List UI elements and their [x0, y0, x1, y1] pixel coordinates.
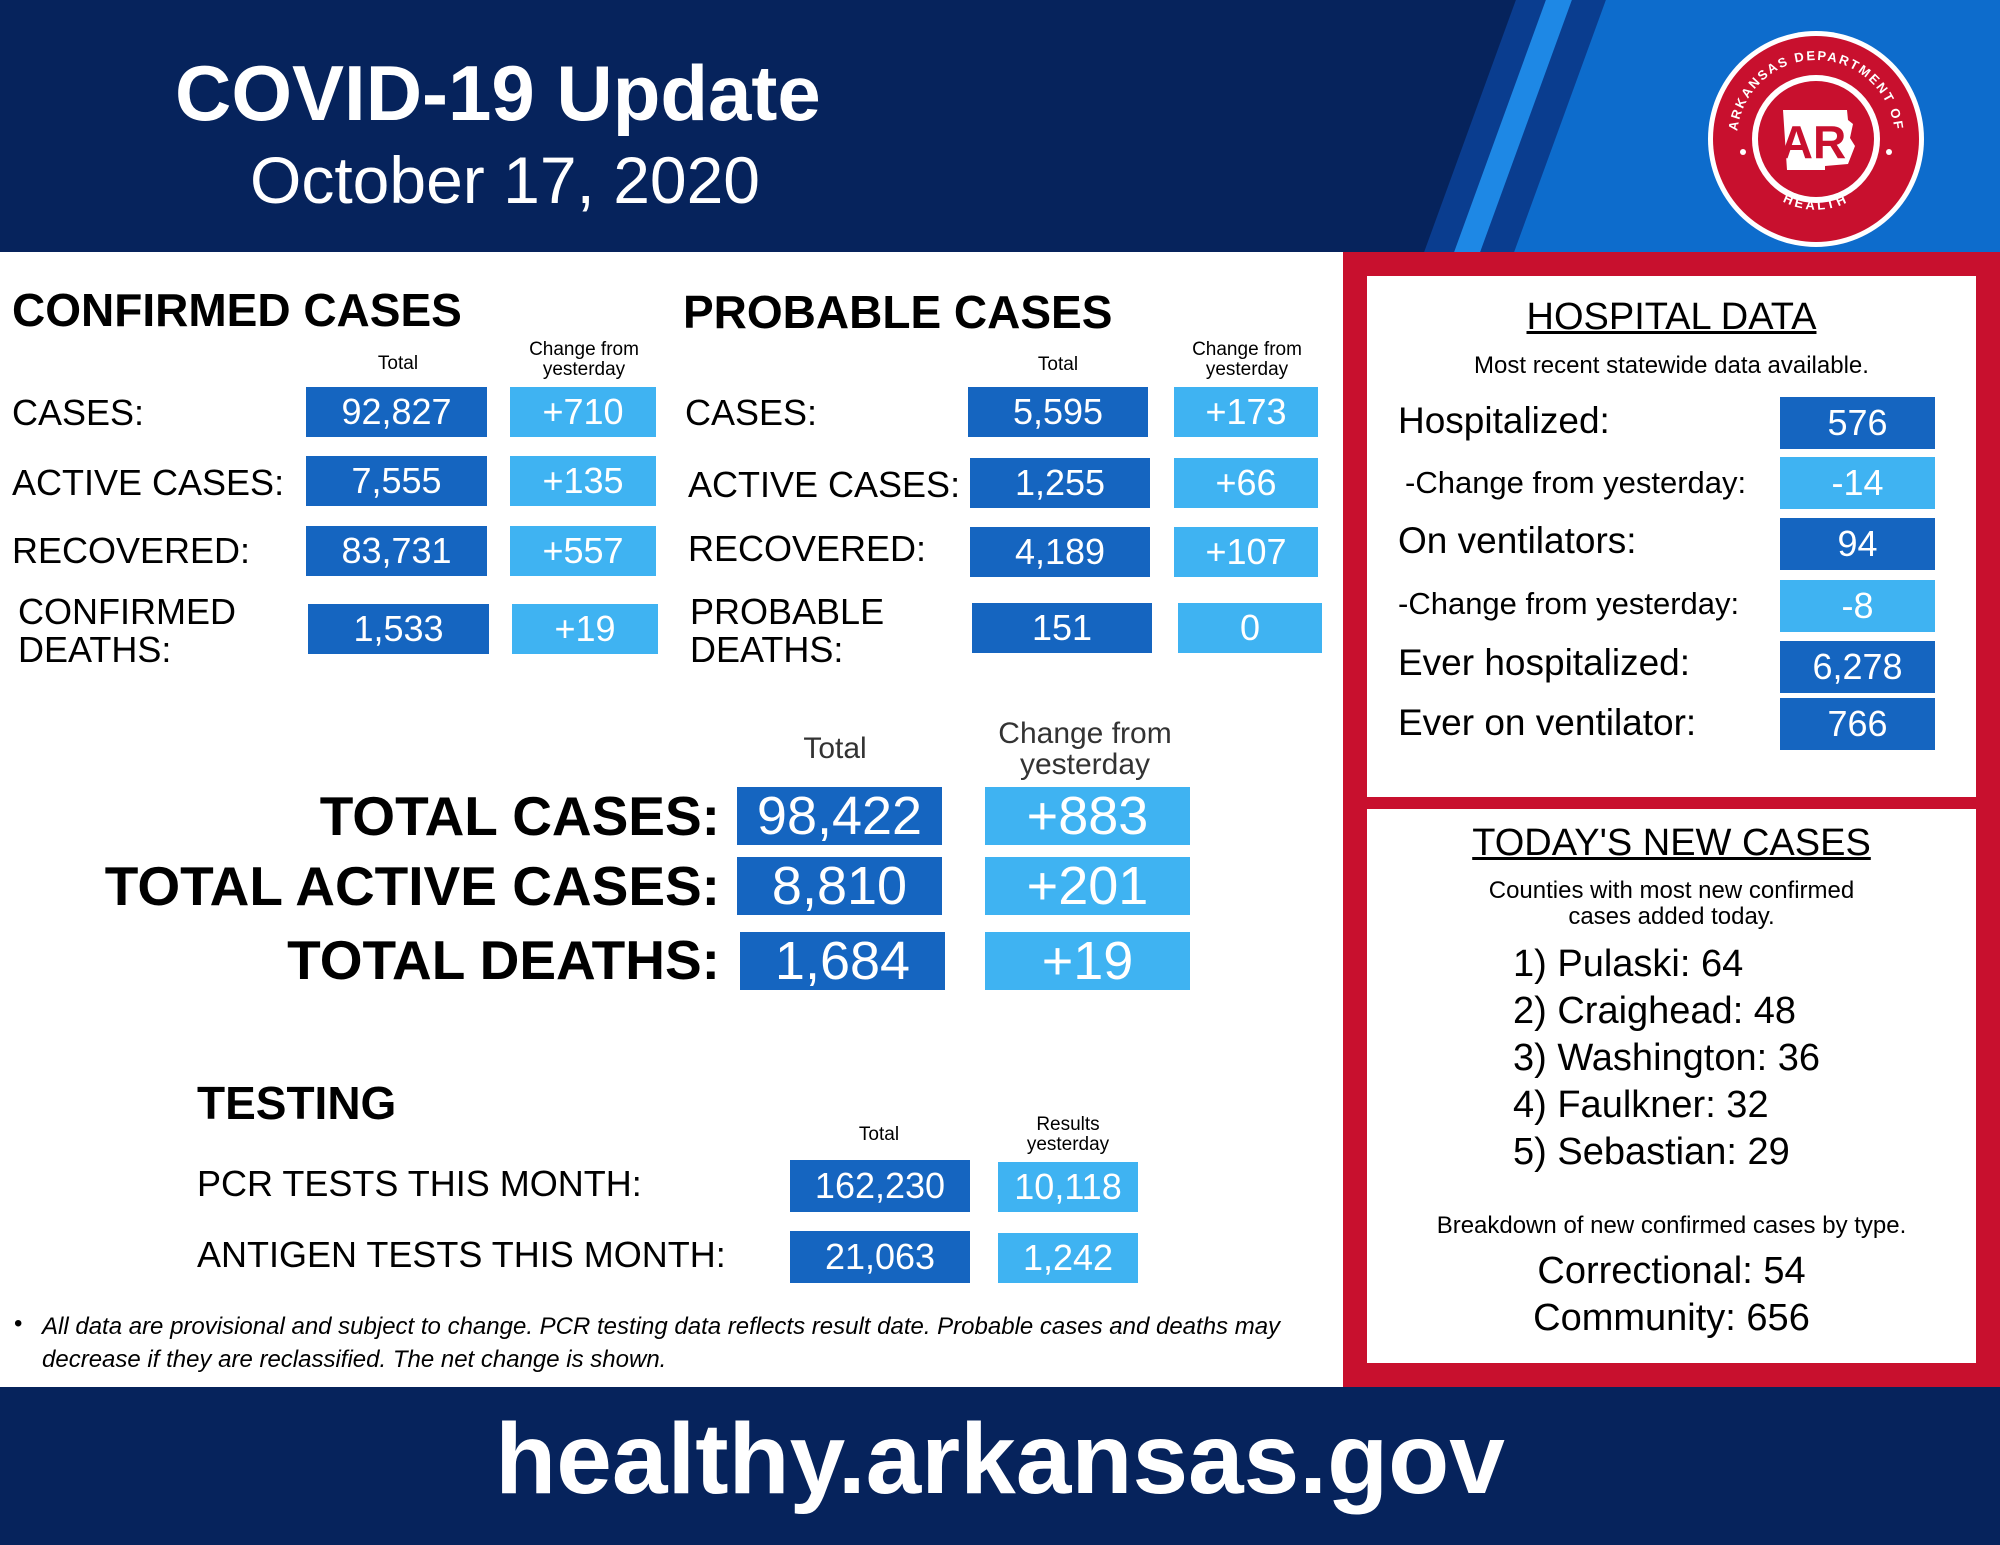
ventilators-change-label: -Change from yesterday: — [1398, 586, 1740, 621]
probable-deaths-label: PROBABLE DEATHS: — [690, 593, 884, 669]
probable-cases-total: 5,595 — [968, 387, 1148, 437]
probable-cases-label: CASES: — [685, 392, 818, 433]
probable-recovered-change: +107 — [1174, 527, 1318, 577]
hospitalized-change-value: -14 — [1780, 457, 1935, 509]
probable-change-header: Change from yesterday — [1192, 339, 1302, 380]
testing-results-header: Results yesterday — [1026, 1114, 1110, 1155]
new-cases-panel — [1343, 797, 2000, 1387]
total-cases-change: +883 — [985, 786, 1190, 846]
hospitalized-change-label: -Change from yesterday: — [1405, 465, 1747, 500]
new-cases-subheading-line2: cases added today. — [1568, 903, 1775, 930]
provisional-data-note: All data are provisional and subject to … — [42, 1313, 1281, 1373]
county-item: 3) Washington: 36 — [1513, 1037, 1820, 1079]
ventilators-label: On ventilators: — [1398, 520, 1637, 561]
confirmed-change-header: Change from yesterday — [529, 339, 639, 380]
total-cases-label: TOTAL CASES: — [319, 785, 720, 847]
ventilators-change-value: -8 — [1780, 580, 1935, 632]
pcr-tests-yesterday: 10,118 — [998, 1162, 1138, 1212]
hospitalized-label: Hospitalized: — [1398, 400, 1610, 441]
new-cases-heading: TODAY'S NEW CASES — [1472, 822, 1871, 864]
probable-total-header: Total — [1037, 354, 1079, 375]
county-item: 5) Sebastian: 29 — [1513, 1131, 1790, 1173]
probable-recovered-total: 4,189 — [970, 527, 1150, 577]
probable-active-label: ACTIVE CASES: — [688, 464, 961, 505]
website-url[interactable]: healthy.arkansas.gov — [495, 1403, 1505, 1515]
hospital-data-heading: HOSPITAL DATA — [1526, 296, 1817, 338]
probable-deaths-change: 0 — [1178, 603, 1322, 653]
confirmed-cases-total: 92,827 — [306, 387, 487, 437]
update-date: October 17, 2020 — [250, 143, 761, 217]
ever-hospitalized-label: Ever hospitalized: — [1398, 642, 1691, 683]
pcr-tests-label: PCR TESTS THIS MONTH: — [197, 1163, 642, 1204]
probable-active-total: 1,255 — [970, 458, 1150, 508]
total-active-value: 8,810 — [737, 856, 942, 916]
hospitalized-value: 576 — [1780, 397, 1935, 449]
probable-active-change: +66 — [1174, 458, 1318, 508]
antigen-tests-total: 21,063 — [790, 1231, 970, 1283]
new-cases-subheading: Counties with most new confirmed cases a… — [1367, 878, 1976, 930]
confirmed-active-total: 7,555 — [306, 456, 487, 506]
totals-change-header: Change from yesterday — [998, 717, 1172, 781]
logo-bottom-text: HEALTH — [1781, 190, 1848, 213]
county-item: 4) Faulkner: 32 — [1513, 1084, 1769, 1126]
svg-text:HEALTH: HEALTH — [1781, 190, 1851, 213]
breakdown-community: Community: 656 — [1533, 1297, 1810, 1339]
total-cases-value: 98,422 — [737, 786, 942, 846]
probable-recovered-label: RECOVERED: — [688, 528, 927, 569]
breakdown-heading: Breakdown of new confirmed cases by type… — [1436, 1212, 1907, 1239]
probable-cases-change: +173 — [1174, 387, 1318, 437]
confirmed-recovered-label: RECOVERED: — [12, 530, 251, 571]
confirmed-deaths-label: CONFIRMED DEATHS: — [18, 593, 236, 669]
confirmed-recovered-total: 83,731 — [306, 526, 487, 576]
testing-total-header: Total — [858, 1124, 900, 1145]
confirmed-cases-heading: CONFIRMED CASES — [12, 284, 462, 336]
confirmed-deaths-total: 1,533 — [308, 604, 489, 654]
testing-heading: TESTING — [197, 1077, 397, 1129]
logo-mark: AR — [1780, 116, 1846, 168]
new-cases-subheading-line1: Counties with most new confirmed — [1488, 877, 1855, 904]
ever-hospitalized-value: 6,278 — [1780, 641, 1935, 693]
confirmed-cases-label: CASES: — [12, 392, 145, 433]
antigen-tests-yesterday: 1,242 — [998, 1233, 1138, 1283]
hospital-data-subheading: Most recent statewide data available. — [1474, 352, 1869, 379]
total-active-label: TOTAL ACTIVE CASES: — [104, 855, 720, 917]
probable-cases-heading: PROBABLE CASES — [683, 286, 1113, 338]
probable-deaths-label-line1: PROBABLE — [690, 591, 885, 632]
ever-ventilator-label: Ever on ventilator: — [1398, 702, 1697, 743]
total-active-change: +201 — [985, 856, 1190, 916]
county-item: 1) Pulaski: 64 — [1513, 943, 1744, 985]
note-bullet: • — [14, 1310, 23, 1337]
confirmed-deaths-label-line2: DEATHS: — [18, 629, 172, 670]
confirmed-active-change: +135 — [510, 456, 656, 506]
ever-ventilator-value: 766 — [1780, 698, 1935, 750]
ventilators-value: 94 — [1780, 518, 1935, 570]
total-deaths-change: +19 — [985, 931, 1190, 991]
pcr-tests-total: 162,230 — [790, 1160, 970, 1212]
confirmed-deaths-label-line1: CONFIRMED — [18, 591, 236, 632]
confirmed-total-header: Total — [377, 353, 419, 374]
antigen-tests-label: ANTIGEN TESTS THIS MONTH: — [197, 1234, 726, 1275]
probable-deaths-label-line2: DEATHS: — [690, 629, 844, 670]
totals-total-header: Total — [803, 732, 867, 765]
probable-deaths-total: 151 — [972, 603, 1152, 653]
page-title: COVID-19 Update — [175, 49, 821, 137]
header-banner — [0, 0, 2000, 252]
footer-banner — [0, 1387, 2000, 1545]
breakdown-correctional: Correctional: 54 — [1537, 1250, 1806, 1292]
county-item: 2) Craighead: 48 — [1513, 990, 1797, 1032]
total-deaths-value: 1,684 — [740, 931, 945, 991]
confirmed-recovered-change: +557 — [510, 526, 656, 576]
confirmed-cases-change: +710 — [510, 387, 656, 437]
adh-logo: ARKANSAS DEPARTMENT OF HEALTH AR — [1708, 31, 1924, 247]
confirmed-active-label: ACTIVE CASES: — [12, 462, 285, 503]
confirmed-deaths-change: +19 — [512, 604, 658, 654]
total-deaths-label: TOTAL DEATHS: — [287, 929, 720, 991]
